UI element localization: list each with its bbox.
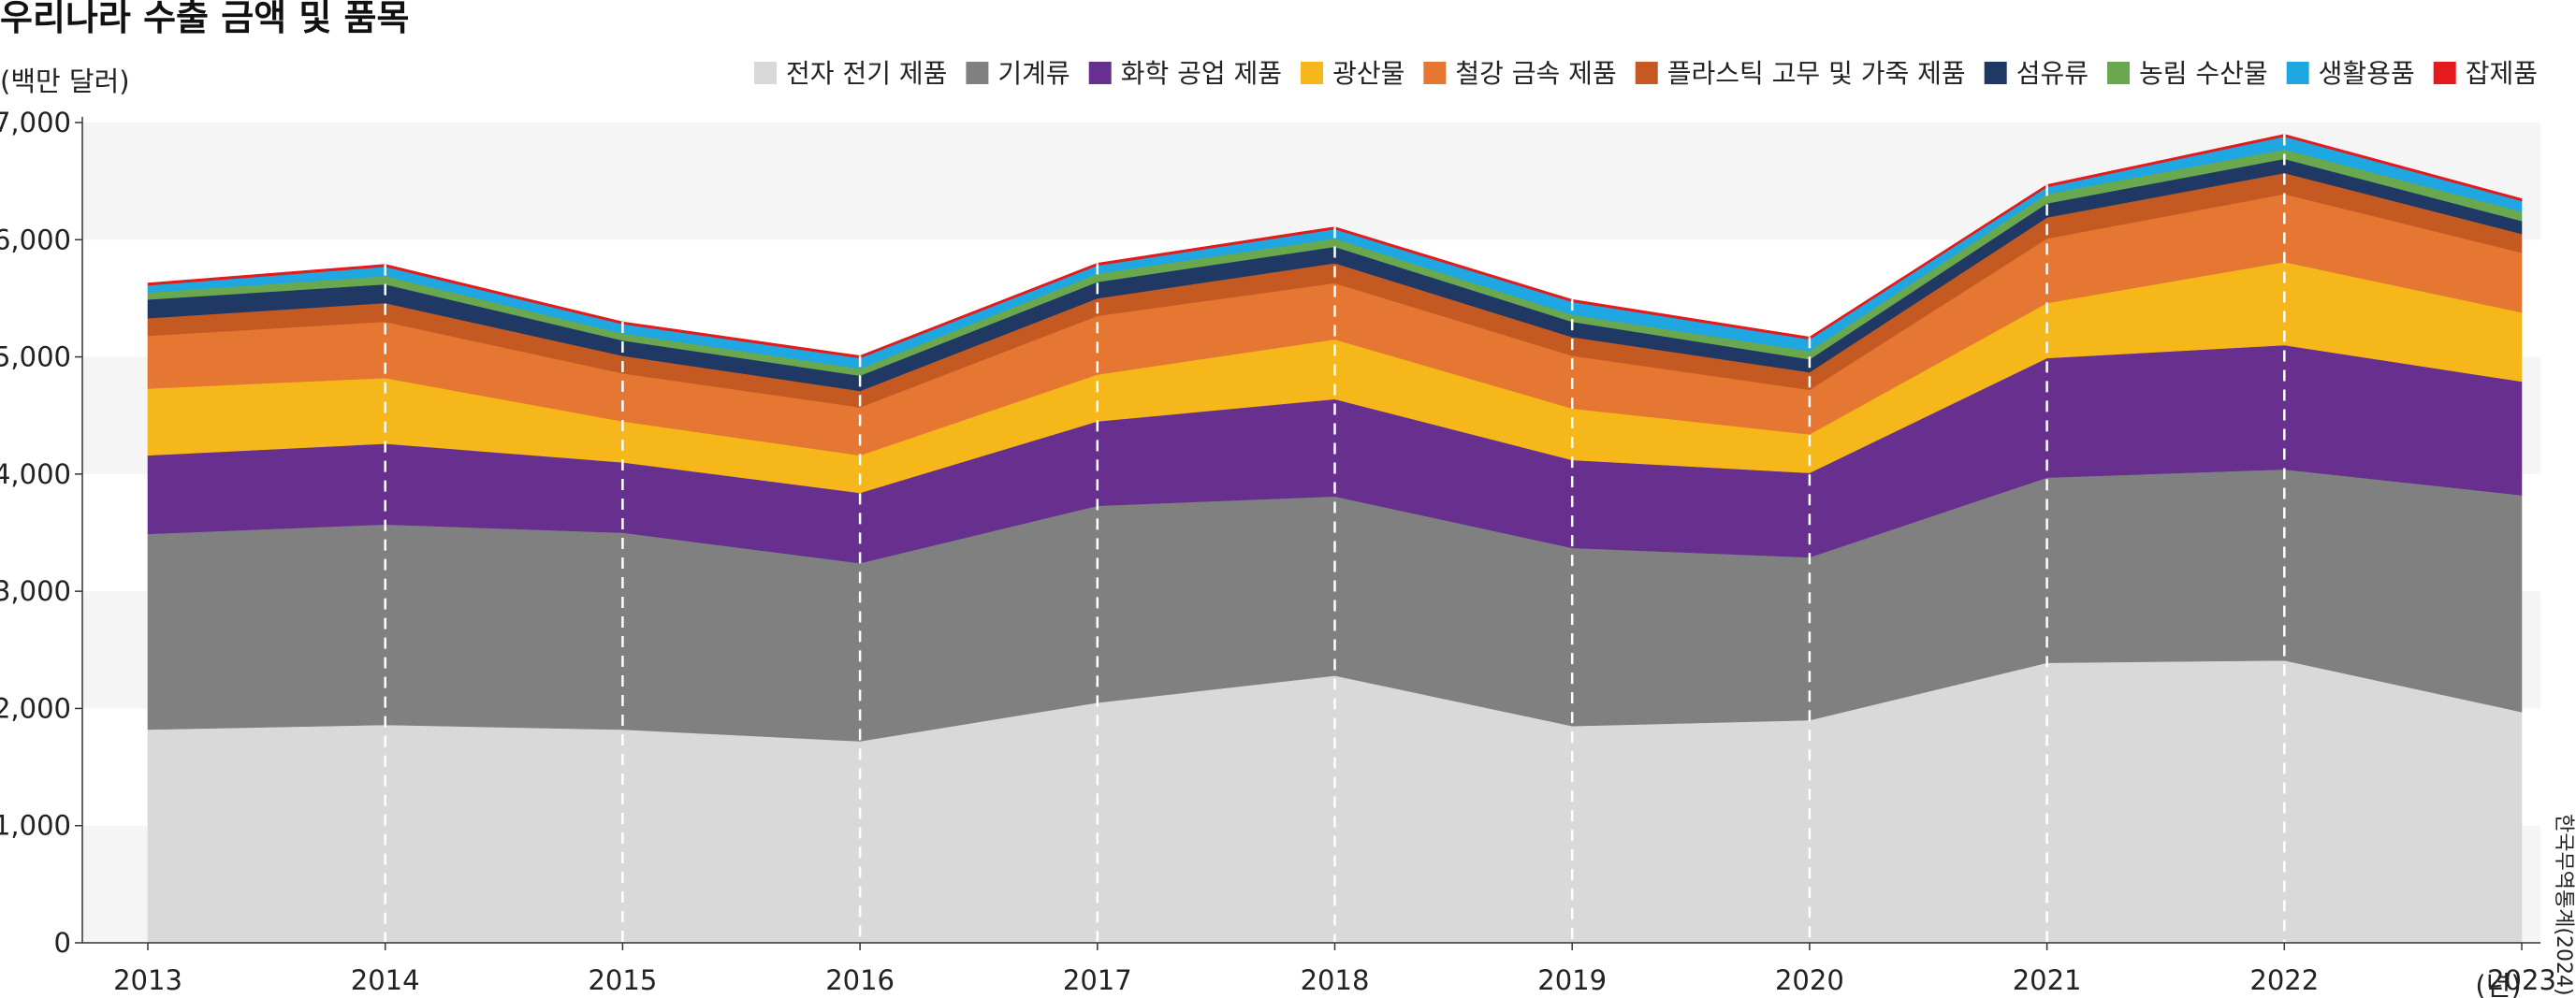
x-tick-label: 2014	[351, 964, 420, 996]
legend-swatch	[1301, 62, 1324, 84]
legend-label: 광산물	[1332, 58, 1404, 89]
x-tick-label: 2017	[1063, 964, 1132, 996]
y-tick-label: 0	[54, 927, 71, 959]
area-series-10	[147, 134, 2523, 359]
y-tick-label: 3,000	[0, 575, 71, 607]
legend-swatch	[1423, 62, 1447, 84]
legend-label: 잡제품	[2466, 58, 2538, 89]
x-tick-label: 2019	[1537, 964, 1607, 996]
legend-swatch	[2433, 62, 2456, 84]
x-tick-label: 2015	[588, 964, 657, 996]
legend-swatch	[754, 62, 778, 84]
legend-swatch	[2106, 62, 2130, 84]
y-tick-label: 6,000	[0, 224, 71, 255]
legend-label: 플라스틱 고무 및 가죽 제품	[1667, 58, 1966, 89]
legend-label: 철강 금속 제품	[1455, 58, 1616, 89]
legend-label: 섬유류	[2016, 58, 2088, 89]
x-tick-label: 2013	[113, 964, 182, 996]
x-tick-label: 2021	[2013, 964, 2082, 996]
source-note: 한국무역통계(2024)	[2552, 814, 2575, 996]
legend-label: 전자 전기 제품	[786, 58, 947, 89]
y-tick-label: 2,000	[0, 692, 71, 724]
y-tick-label: 7,000	[0, 107, 71, 138]
legend-label: 생활용품	[2319, 58, 2415, 89]
legend-label: 기계류	[997, 58, 1070, 89]
x-tick-label: 2018	[1301, 964, 1370, 996]
legend-swatch	[1984, 62, 2007, 84]
x-tick-label: 2022	[2249, 964, 2319, 996]
y-axis-unit: (백만 달러)	[0, 65, 130, 97]
legend-label: 농림 수산물	[2139, 58, 2268, 89]
legend-swatch	[1088, 62, 1112, 84]
x-axis-unit: (년)	[2475, 970, 2521, 998]
x-tick-label: 2016	[825, 964, 895, 996]
y-tick-label: 1,000	[0, 810, 71, 842]
x-tick-label: 2020	[1775, 964, 1844, 996]
legend-swatch	[966, 62, 989, 84]
x-tick-label: 2023	[2487, 964, 2556, 996]
legend-swatch	[1635, 62, 1658, 84]
y-tick-label: 4,000	[0, 458, 71, 490]
chart-title: 우리나라 수출 금액 및 품목	[0, 0, 409, 38]
legend-label: 화학 공업 제품	[1121, 58, 1282, 89]
legend-swatch	[2286, 62, 2309, 84]
y-tick-label: 5,000	[0, 341, 71, 373]
